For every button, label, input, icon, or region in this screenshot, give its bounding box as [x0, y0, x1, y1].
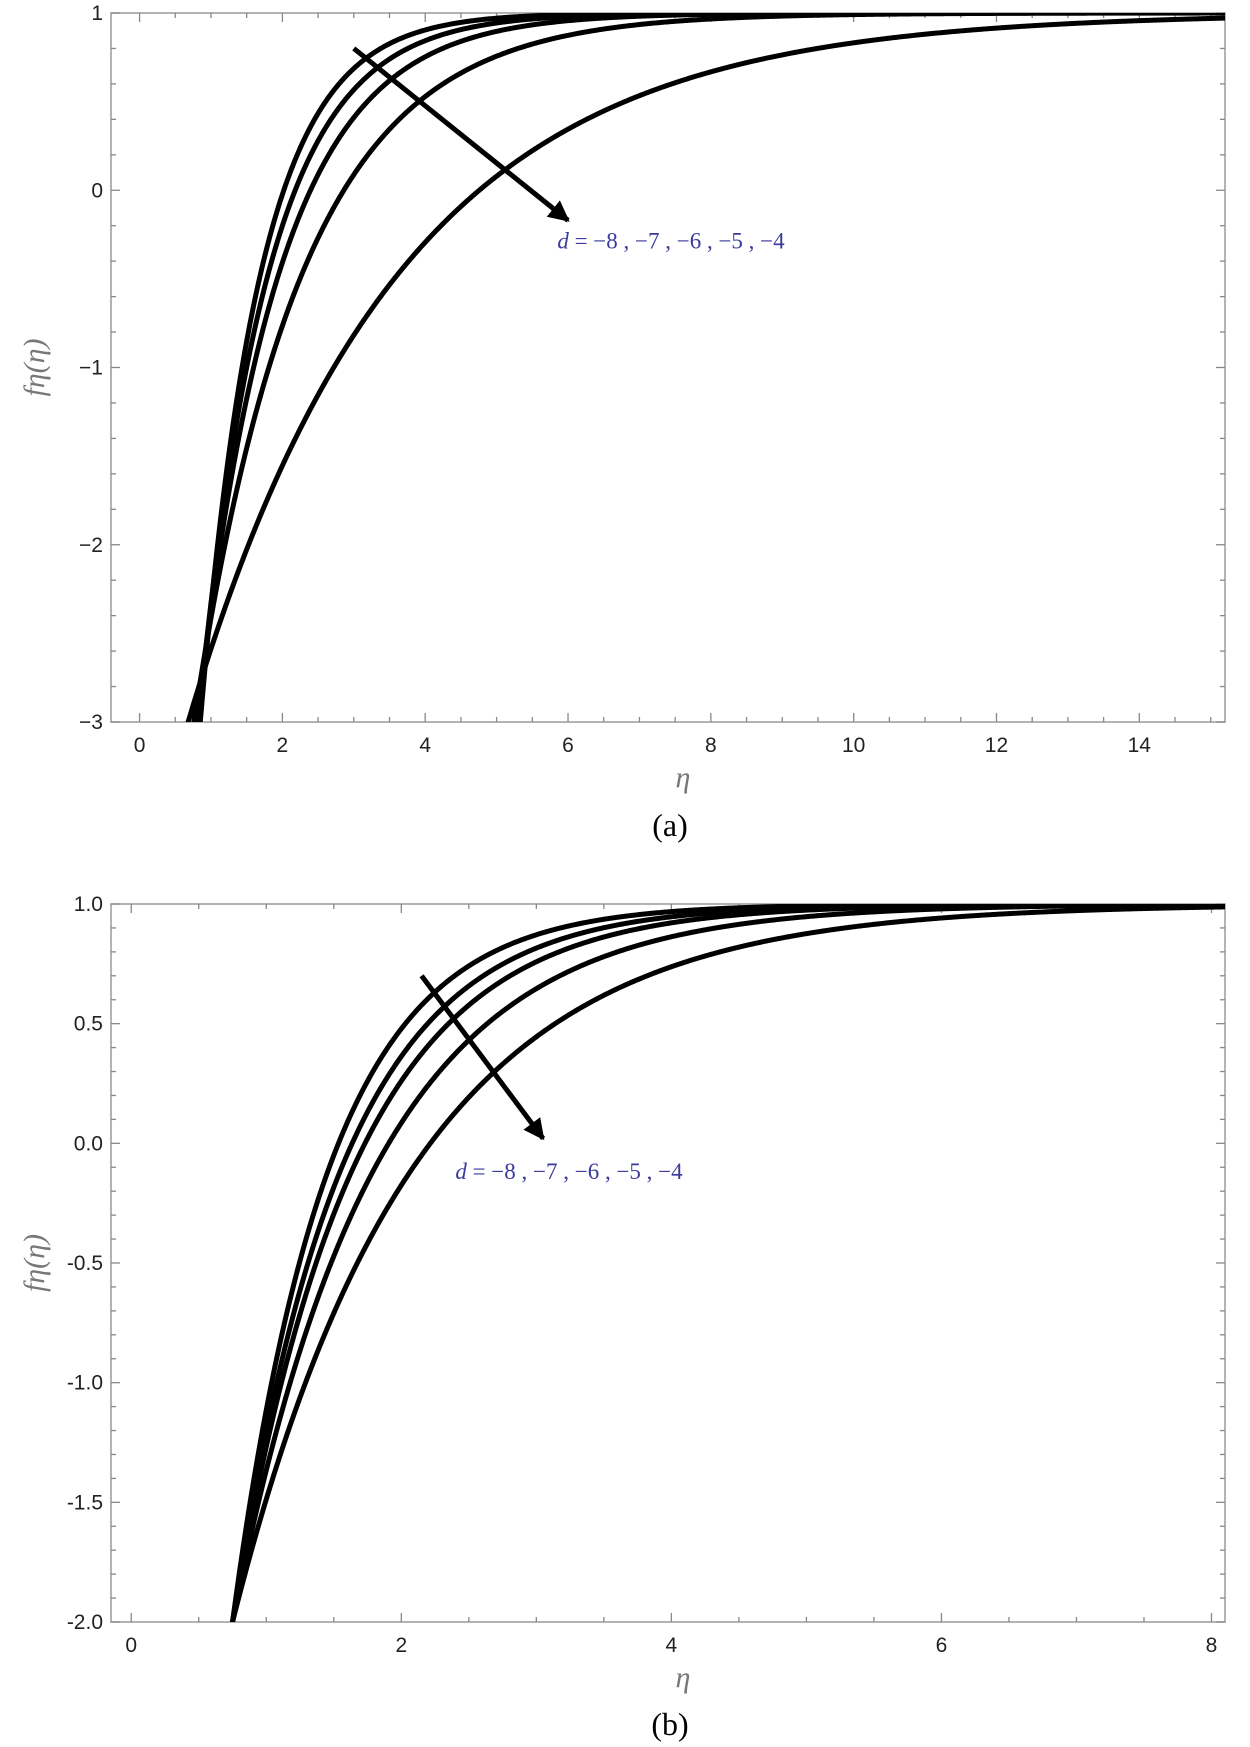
- plot-frame: [110, 903, 1226, 1623]
- y-axis-label: fη(η): [18, 1234, 51, 1292]
- caption-a: (a): [652, 807, 688, 843]
- x-tick-label: 4: [419, 734, 431, 757]
- y-tick-label: 0.5: [74, 1013, 103, 1036]
- y-tick-label: -2.0: [67, 1611, 103, 1634]
- x-tick-label: 2: [277, 734, 289, 757]
- x-tick-label: 2: [395, 1634, 407, 1657]
- x-axis-label: η: [676, 761, 691, 794]
- x-tick-label: 8: [1206, 1634, 1218, 1657]
- y-tick-label: -0.5: [67, 1252, 103, 1275]
- x-tick-label: 6: [562, 734, 574, 757]
- series-line-d-4: [230, 904, 1225, 1622]
- annotation-values: = −8 , −7 , −6 , −5 , −4: [569, 229, 785, 254]
- series-line-d-7: [230, 904, 1225, 1622]
- y-axis-label: fη(η): [18, 338, 51, 396]
- caption-b: (b): [651, 1706, 688, 1742]
- series-line-d-6: [194, 13, 1225, 722]
- chart-panel-b: 0 2 4 6 8 -2.0 -1.5 -1.0 -0.5 0.0 0.5 1.0 η fη(η) d = …: [18, 893, 1226, 1694]
- annotation-symbol: d: [455, 1159, 467, 1184]
- x-tick-label: 4: [666, 1634, 678, 1657]
- x-tick-label: 0: [134, 734, 146, 757]
- y-tick-label: 0.0: [74, 1132, 103, 1155]
- annotation-label: d = −8 , −7 , −6 , −5 , −4: [557, 229, 785, 254]
- series-line-d-5: [191, 13, 1225, 722]
- x-tick-label: 10: [842, 734, 865, 757]
- x-axis-label: η: [676, 1661, 691, 1694]
- x-tick-label: 14: [1128, 734, 1152, 757]
- plot-frame: [110, 12, 1226, 723]
- annotation-arrow: [352, 46, 570, 223]
- x-tick-label: 8: [705, 734, 717, 757]
- y-tick-label: -1.5: [67, 1491, 103, 1514]
- x-tick-label: 12: [985, 734, 1008, 757]
- y-tick-label: −1: [79, 357, 103, 380]
- series-line-d-4: [185, 15, 1225, 722]
- series-line-d-8: [230, 904, 1225, 1622]
- x-tick-label: 0: [125, 1634, 137, 1657]
- y-tick-label: 1.0: [74, 893, 103, 916]
- annotation-arrow: [419, 974, 546, 1141]
- series-line-d-6: [230, 904, 1225, 1622]
- y-tick-label: -1.0: [67, 1372, 103, 1395]
- y-tick-label: −3: [79, 711, 103, 734]
- annotation-symbol: d: [557, 229, 569, 254]
- y-tick-label: −2: [79, 534, 103, 557]
- x-tick-label: 6: [936, 1634, 948, 1657]
- annotation-label: d = −8 , −7 , −6 , −5 , −4: [455, 1159, 683, 1184]
- series-line-d-5: [230, 904, 1225, 1622]
- y-tick-label: 1: [91, 2, 103, 25]
- annotation-values: = −8 , −7 , −6 , −5 , −4: [467, 1159, 683, 1184]
- y-tick-label: 0: [91, 179, 103, 202]
- chart-panel-a: 0 2 4 6 8 10 12 14 −3 −2 −1 0 1 η fη(η) d = −8 , −7 , −…: [18, 2, 1226, 794]
